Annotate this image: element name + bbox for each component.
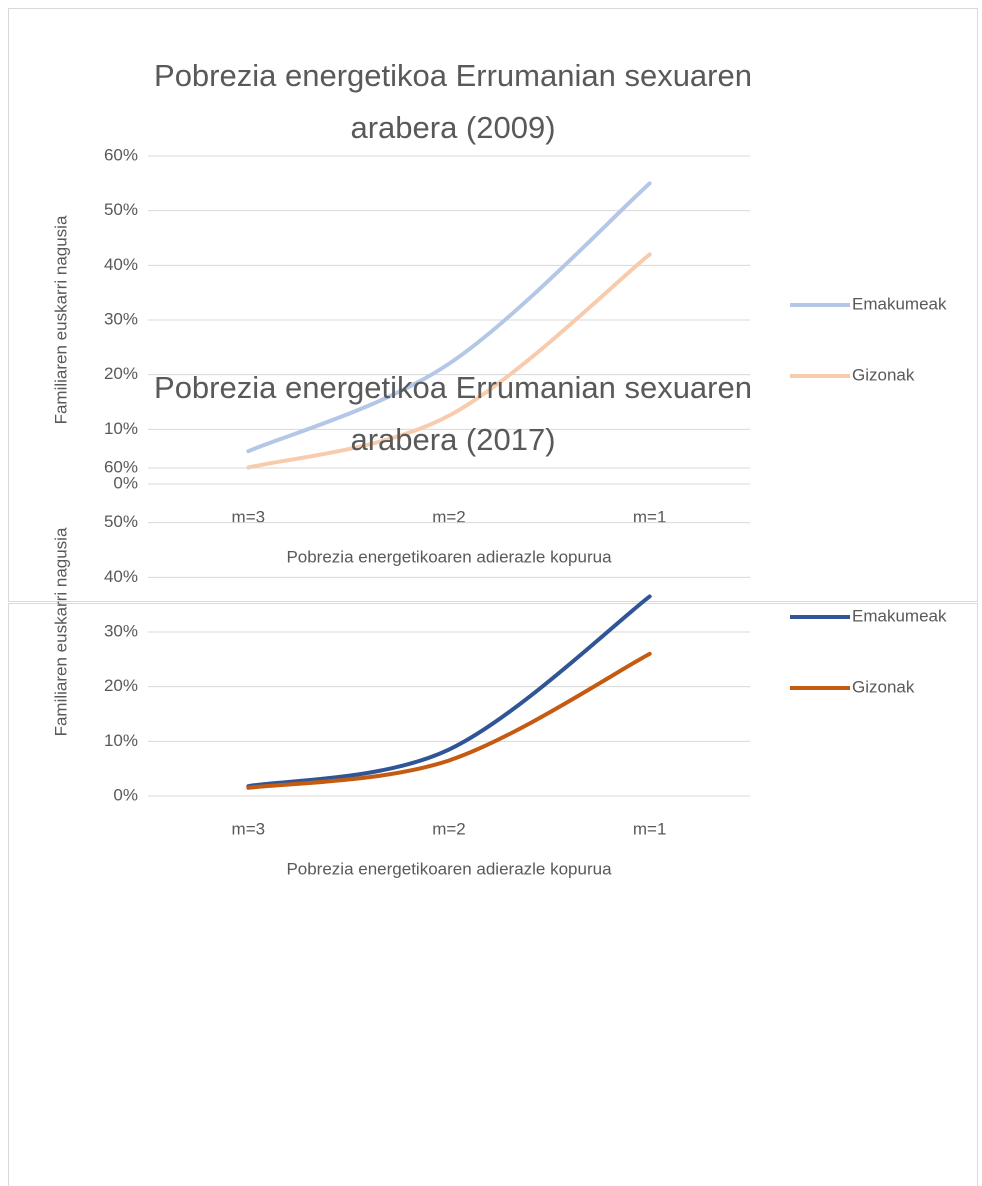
x-tick-label: m=1 [633,507,667,526]
panel-border [8,603,978,1186]
y-tick-label: 20% [104,676,138,695]
y-tick-label: 60% [104,457,138,476]
series-line [246,252,652,470]
x-tick-label: m=1 [633,819,667,838]
y-axis-label: Familiaren euskarri nagusia [51,215,70,424]
x-tick-label: m=3 [232,507,266,526]
panel-border [8,8,978,602]
legend-label: Gizonak [852,365,915,384]
y-tick-label: 0% [113,473,138,492]
chart-title: Pobrezia energetikoa Errumanian sexuaren… [154,58,752,145]
y-tick-label: 50% [104,512,138,531]
y-tick-label: 50% [104,200,138,219]
x-axis-label: Pobrezia energetikoaren adierazle kopuru… [286,859,612,878]
y-tick-label: 30% [104,309,138,328]
x-tick-label: m=3 [232,819,266,838]
legend-label: Emakumeak [852,606,947,625]
x-axis-label: Pobrezia energetikoaren adierazle kopuru… [286,547,612,566]
x-tick-label: m=2 [432,507,466,526]
y-axis-label: Familiaren euskarri nagusia [51,527,70,736]
y-tick-label: 20% [104,364,138,383]
series-line [246,594,652,789]
y-tick-label: 40% [104,567,138,586]
y-tick-label: 30% [104,621,138,640]
legend-label: Gizonak [852,677,915,696]
y-tick-label: 10% [104,419,138,438]
x-tick-label: m=2 [432,819,466,838]
series-line [246,181,652,454]
y-tick-label: 40% [104,255,138,274]
chart-title: Pobrezia energetikoa Errumanian sexuaren… [154,370,752,457]
legend-label: Emakumeak [852,294,947,313]
y-tick-label: 0% [113,785,138,804]
y-tick-label: 10% [104,731,138,750]
y-tick-label: 60% [104,145,138,164]
series-line [246,651,652,790]
